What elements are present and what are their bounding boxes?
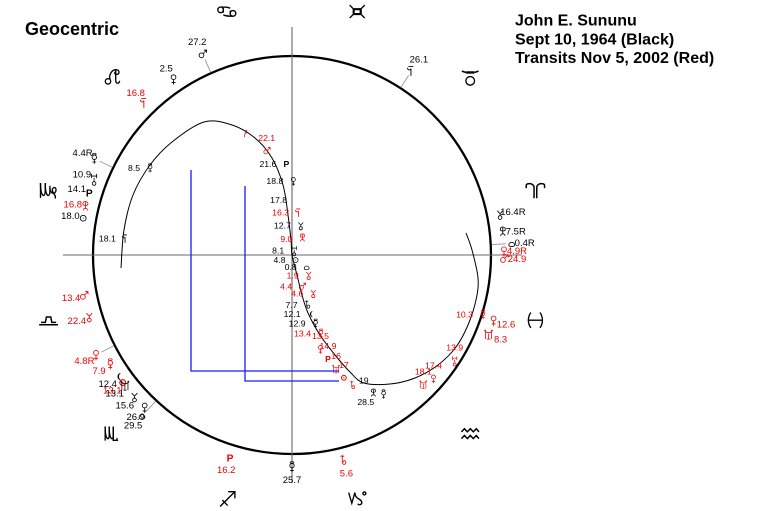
svg-text:16.4R: 16.4R (500, 207, 525, 218)
svg-text:26.1: 26.1 (410, 55, 429, 66)
svg-text:5.6: 5.6 (340, 468, 353, 479)
svg-text:8.5: 8.5 (128, 163, 140, 173)
svg-text:P: P (284, 159, 290, 169)
svg-text:2.5: 2.5 (160, 64, 173, 75)
svg-text:4.6: 4.6 (291, 289, 303, 299)
svg-text:13.9: 13.9 (446, 343, 463, 353)
svg-text:1.9: 1.9 (287, 270, 299, 280)
svg-text:16.8: 16.8 (126, 88, 145, 99)
svg-text:P: P (227, 453, 234, 464)
svg-text:Geocentric: Geocentric (25, 19, 119, 39)
svg-text:John E. Sununu: John E. Sununu (515, 13, 637, 30)
svg-text:12.6: 12.6 (497, 320, 516, 331)
svg-text:8.3: 8.3 (494, 334, 507, 345)
svg-text:18.8: 18.8 (266, 176, 283, 186)
svg-text:18.1: 18.1 (99, 233, 116, 243)
svg-text:13.4: 13.4 (294, 329, 311, 339)
svg-text:P: P (325, 354, 331, 364)
svg-text:27.2: 27.2 (188, 37, 207, 48)
svg-text:24.9: 24.9 (508, 254, 527, 265)
svg-text:22.4: 22.4 (68, 316, 87, 327)
svg-text:14.1: 14.1 (68, 184, 87, 195)
svg-text:P: P (86, 189, 93, 200)
svg-text:13.1: 13.1 (105, 389, 124, 400)
svg-text:22.1: 22.1 (258, 133, 275, 143)
svg-text:12.9: 12.9 (289, 319, 306, 329)
svg-text:13.4: 13.4 (62, 293, 81, 304)
svg-text:0.4R: 0.4R (515, 238, 535, 249)
svg-text:13.5: 13.5 (312, 331, 329, 341)
svg-text:7.9: 7.9 (92, 366, 105, 377)
svg-text:17.4: 17.4 (425, 361, 442, 371)
svg-text:21.6: 21.6 (259, 159, 276, 169)
svg-text:18.0: 18.0 (61, 211, 80, 222)
svg-text:29.5: 29.5 (124, 420, 143, 431)
svg-text:Transits Nov 5, 2002 (Red): Transits Nov 5, 2002 (Red) (515, 50, 714, 67)
svg-text:10.9: 10.9 (73, 169, 92, 180)
svg-text:17.8: 17.8 (270, 195, 287, 205)
svg-text:19: 19 (359, 376, 369, 386)
svg-text:16.8: 16.8 (64, 199, 83, 210)
svg-text:8.1: 8.1 (272, 246, 284, 256)
svg-text:Sept 10, 1964 (Black): Sept 10, 1964 (Black) (515, 32, 674, 49)
svg-text:14.9: 14.9 (320, 341, 337, 351)
svg-text:9.0: 9.0 (280, 234, 292, 244)
svg-text:4.4R: 4.4R (73, 148, 93, 159)
svg-text:7.5R: 7.5R (506, 227, 526, 238)
svg-text:25.7: 25.7 (283, 475, 302, 486)
svg-text:12.7: 12.7 (274, 221, 291, 231)
svg-text:15.6: 15.6 (116, 401, 135, 412)
svg-text:28.5: 28.5 (357, 397, 374, 407)
svg-text:17: 17 (339, 360, 349, 370)
svg-text:16.3: 16.3 (272, 207, 289, 217)
svg-text:16.2: 16.2 (217, 465, 236, 476)
svg-text:10.3: 10.3 (456, 310, 473, 320)
